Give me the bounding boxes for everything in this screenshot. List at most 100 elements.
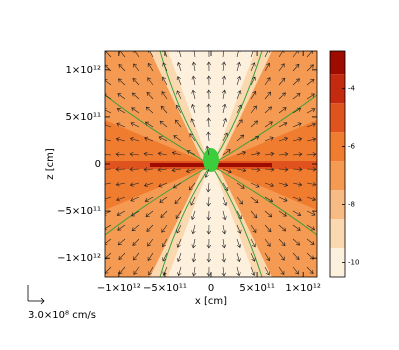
velocity-arrow xyxy=(176,90,182,100)
velocity-arrow xyxy=(264,121,273,128)
velocity-arrow xyxy=(105,93,112,100)
velocity-arrow xyxy=(204,168,210,178)
velocity-arrow xyxy=(105,196,112,202)
velocity-arrow xyxy=(306,64,314,72)
velocity-arrow xyxy=(132,238,140,246)
velocity-arrow xyxy=(105,167,112,172)
velocity-arrow xyxy=(250,120,259,128)
velocity-arrow xyxy=(221,61,227,72)
velocity-arrow xyxy=(278,92,286,100)
velocity-arrow xyxy=(144,121,154,128)
velocity-arrow xyxy=(117,78,126,86)
velocity-arrow xyxy=(206,75,212,86)
velocity-arrow xyxy=(159,120,168,128)
colorbar-tick-label: -4 xyxy=(348,85,356,93)
velocity-arrow xyxy=(143,182,154,188)
colorbar-band xyxy=(330,161,345,191)
velocity-arrow xyxy=(131,224,140,232)
velocity-arrow xyxy=(250,224,257,233)
velocity-arrow xyxy=(278,151,289,157)
velocity-arrow xyxy=(306,210,316,216)
y-axis-label: z [cm] xyxy=(45,148,56,180)
velocity-arrow xyxy=(174,196,182,205)
velocity-arrow xyxy=(236,210,242,220)
velocity-arrow xyxy=(145,210,154,218)
velocity-arrow xyxy=(105,238,112,245)
velocity-arrow xyxy=(148,266,154,276)
velocity-arrow xyxy=(206,103,212,114)
velocity-arrow xyxy=(145,106,154,114)
velocity-arrow xyxy=(236,90,242,100)
velocity-arrow xyxy=(157,167,168,172)
velocity-arrow xyxy=(185,168,196,173)
velocity-arrow xyxy=(292,152,303,157)
x-tick-label: −5×10¹¹ xyxy=(143,283,187,294)
velocity-arrow xyxy=(236,61,241,72)
velocity-arrow xyxy=(236,196,243,205)
colorbar-band xyxy=(330,132,345,162)
velocity-arrow xyxy=(236,182,245,189)
velocity-arrow xyxy=(160,210,168,218)
velocity-arrow xyxy=(174,119,182,128)
y-tick-label: 5×10¹¹ xyxy=(66,112,101,123)
velocity-arrow xyxy=(236,119,243,128)
velocity-arrow xyxy=(250,238,256,248)
velocity-arrow xyxy=(133,266,140,275)
velocity-arrow xyxy=(222,132,228,142)
velocity-arrow xyxy=(117,93,126,100)
velocity-arrow xyxy=(105,182,112,187)
velocity-arrow xyxy=(129,136,140,142)
velocity-arrow xyxy=(177,51,182,58)
velocity-arrow xyxy=(292,93,301,100)
velocity-arrow xyxy=(158,182,168,188)
velocity-arrow xyxy=(161,224,168,233)
velocity-arrow xyxy=(161,238,168,248)
velocity-arrow xyxy=(221,224,227,235)
velocity-arrow xyxy=(176,224,182,234)
vector-legend-arrow xyxy=(27,285,45,305)
velocity-arrow xyxy=(105,137,112,142)
velocity-arrow xyxy=(147,252,154,261)
velocity-arrow xyxy=(191,51,196,58)
velocity-arrow xyxy=(116,122,126,128)
velocity-arrow xyxy=(292,167,303,172)
y-tick-label: −5×10¹¹ xyxy=(57,206,101,217)
velocity-arrow xyxy=(206,182,211,193)
velocity-arrow xyxy=(131,210,140,217)
velocity-arrow xyxy=(292,122,302,128)
velocity-arrow xyxy=(191,224,196,235)
x-tick-label: 0 xyxy=(208,283,214,294)
velocity-arrow xyxy=(292,63,300,72)
map-region xyxy=(105,51,205,162)
velocity-arrow xyxy=(250,151,261,156)
velocity-arrow xyxy=(222,103,227,114)
velocity-arrow xyxy=(190,118,196,128)
velocity-arrow xyxy=(206,210,211,221)
velocity-arrow xyxy=(278,252,285,261)
velocity-arrow xyxy=(236,51,241,58)
velocity-arrow xyxy=(236,167,247,173)
velocity-arrow xyxy=(278,210,287,217)
contour xyxy=(105,164,212,236)
contour xyxy=(210,164,317,236)
velocity-arrow xyxy=(117,238,126,246)
velocity-arrow xyxy=(206,252,212,263)
velocity-arrow xyxy=(116,107,126,114)
velocity-arrow xyxy=(221,89,227,100)
colorbar-band xyxy=(330,51,345,75)
velocity-arrow xyxy=(130,196,140,202)
velocity-arrow xyxy=(117,224,126,231)
velocity-arrow xyxy=(306,181,317,187)
velocity-field xyxy=(105,51,317,277)
velocity-arrow xyxy=(191,61,197,72)
velocity-arrow xyxy=(278,51,285,58)
velocity-arrow xyxy=(176,238,182,248)
velocity-arrow xyxy=(250,266,256,276)
velocity-arrow xyxy=(222,182,229,192)
velocity-arrow xyxy=(118,63,126,72)
velocity-arrow xyxy=(206,196,211,207)
velocity-arrow xyxy=(306,266,314,274)
velocity-arrow xyxy=(278,182,289,187)
velocity-arrow xyxy=(292,252,300,261)
contour xyxy=(210,94,317,166)
